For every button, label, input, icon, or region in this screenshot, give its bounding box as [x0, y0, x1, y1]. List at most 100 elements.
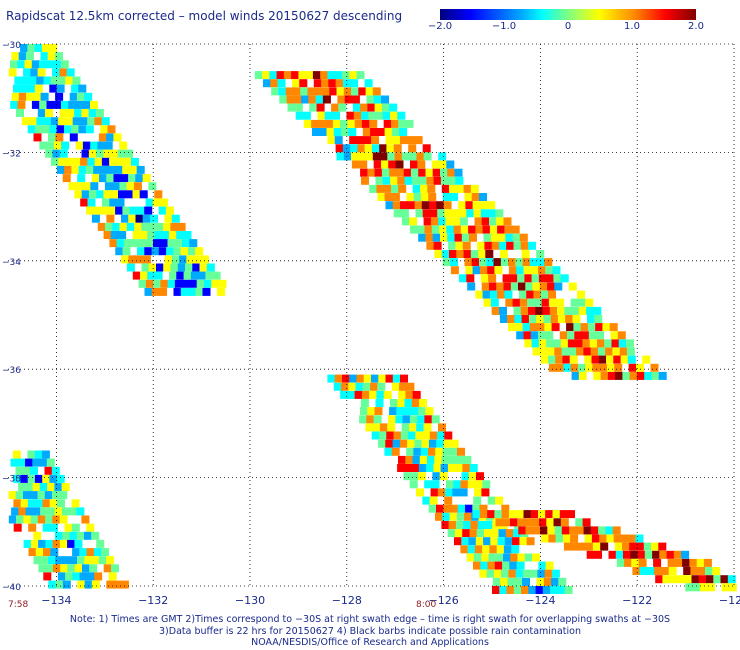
wind-cell: [470, 250, 479, 258]
wind-cell: [471, 258, 480, 267]
wind-cell: [22, 466, 31, 475]
wind-cell: [461, 233, 470, 242]
wind-cell: [121, 214, 129, 223]
wind-cell: [158, 247, 167, 256]
wind-cell: [504, 290, 513, 299]
wind-cell: [318, 119, 327, 128]
wind-cell: [456, 184, 465, 193]
wind-cell: [481, 282, 490, 291]
wind-cell: [25, 507, 34, 516]
wind-cell: [400, 209, 409, 218]
wind-cell: [349, 374, 358, 383]
wind-cell: [442, 512, 451, 521]
wind-cell: [58, 157, 67, 166]
wind-cell: [583, 526, 592, 535]
wind-cell: [49, 125, 58, 134]
wind-cell: [553, 274, 562, 283]
wind-cell: [406, 382, 415, 391]
wind-cell: [437, 209, 446, 218]
wind-cell: [545, 266, 554, 275]
wind-cell: [468, 472, 477, 481]
wind-cell: [119, 141, 128, 150]
wind-cell: [398, 119, 407, 128]
wind-cell: [728, 583, 737, 592]
wind-cell: [61, 483, 70, 491]
x-tick-label: −120: [719, 594, 740, 607]
wind-cell: [419, 455, 428, 464]
wind-cell: [286, 95, 295, 104]
wind-cell: [78, 125, 87, 134]
wind-cell: [522, 569, 531, 578]
wind-cell: [132, 271, 141, 280]
wind-cell: [136, 165, 145, 174]
wind-cell: [447, 233, 456, 242]
wind-cell: [148, 182, 157, 191]
wind-cell: [278, 87, 287, 96]
wind-cell: [129, 165, 138, 174]
wind-cell: [536, 315, 545, 323]
wind-cell: [410, 225, 418, 234]
wind-cell: [516, 510, 525, 519]
wind-cell: [54, 531, 63, 540]
colorbar-tick-label: 0: [564, 21, 572, 32]
wind-cell: [480, 209, 489, 218]
wind-cell: [467, 480, 476, 489]
wind-cell: [539, 347, 548, 356]
wind-cell: [628, 534, 637, 543]
wind-cell: [403, 472, 412, 481]
wind-cell: [486, 258, 495, 267]
wind-cell: [551, 569, 560, 578]
wind-cell: [186, 255, 195, 264]
wind-cell: [52, 491, 60, 500]
wind-cell: [140, 271, 148, 280]
time-label-left: 7:58: [8, 600, 29, 610]
wind-cell: [568, 347, 577, 356]
wind-cell: [337, 95, 346, 104]
wind-cell: [407, 136, 416, 145]
wind-cell: [342, 71, 350, 80]
wind-cell: [317, 111, 326, 120]
wind-cell: [538, 331, 546, 340]
wind-cell: [376, 184, 385, 193]
wind-cell: [341, 382, 349, 391]
wind-cell: [359, 415, 368, 424]
wind-cell: [136, 206, 145, 215]
wind-cell: [40, 92, 49, 101]
wind-cell: [637, 550, 646, 559]
wind-cell: [612, 526, 621, 535]
wind-cell: [505, 529, 514, 538]
wind-cell: [187, 247, 196, 256]
wind-cell: [212, 271, 221, 280]
wind-cell: [510, 518, 518, 527]
wind-cell: [348, 382, 357, 391]
wind-cell: [20, 44, 29, 52]
wind-cell: [132, 190, 141, 199]
wind-cell: [541, 534, 550, 543]
wind-cell: [429, 201, 438, 210]
wind-cell: [653, 558, 662, 567]
wind-cell: [599, 534, 608, 543]
wind-cell: [598, 355, 607, 364]
wind-cell: [462, 464, 471, 472]
wind-cell: [592, 363, 601, 372]
wind-cell: [351, 160, 360, 169]
wind-cell: [658, 542, 667, 551]
wind-cell: [654, 567, 663, 575]
wind-cell: [28, 523, 37, 532]
wind-cell: [449, 512, 458, 521]
wind-cell: [546, 274, 555, 283]
wind-cell: [459, 209, 467, 218]
wind-cell: [390, 176, 399, 185]
wind-cell: [472, 510, 481, 519]
wind-cell: [85, 125, 94, 134]
wind-cell: [87, 117, 96, 126]
wind-cell: [545, 331, 554, 340]
wind-cell: [105, 222, 113, 231]
wind-cell: [597, 347, 606, 356]
wind-cell: [93, 165, 102, 174]
wind-cell: [183, 271, 192, 280]
wind-cell: [423, 423, 432, 432]
wind-cell: [599, 363, 608, 372]
wind-cell: [538, 266, 546, 275]
wind-cell: [57, 499, 65, 508]
